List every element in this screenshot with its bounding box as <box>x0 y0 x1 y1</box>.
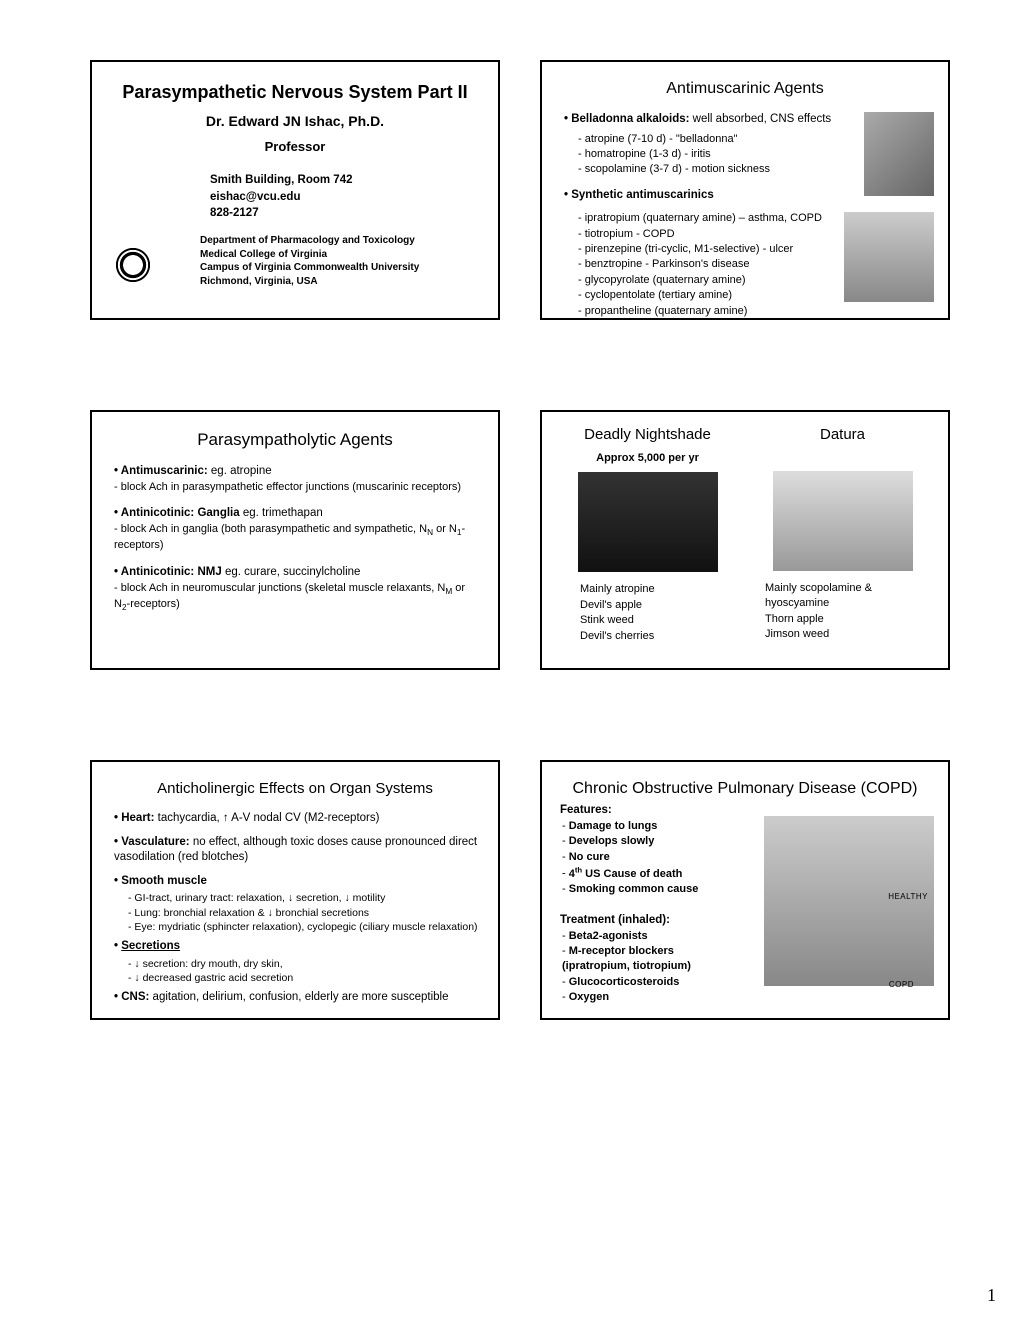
slide-title: Antimuscarinic Agents <box>560 80 930 98</box>
datura-image <box>773 471 913 571</box>
bullet-item: Antinicotinic: Ganglia eg. trimethapan -… <box>114 506 480 553</box>
bullet-item: Heart: tachycardia, ↑ A-V nodal CV (M2-r… <box>114 811 480 827</box>
sub-text: - block Ach in parasympathetic effector … <box>114 480 480 495</box>
contact-line: 828-2127 <box>210 205 480 222</box>
sub-item: GI-tract, urinary tract: relaxation, ↓ s… <box>128 891 480 906</box>
bullet-list: Antinicotinic: Ganglia eg. trimethapan -… <box>114 506 480 553</box>
bullet-list: Heart: tachycardia, ↑ A-V nodal CV (M2-r… <box>114 811 480 889</box>
treatment-item: - Oxygen <box>562 990 930 1005</box>
bullet-item: Smooth muscle <box>114 874 480 890</box>
eye-image <box>844 212 934 302</box>
stat-label: Approx 5,000 per yr <box>560 451 735 466</box>
sub-item: Lung: bronchial relaxation & ↓ bronchial… <box>128 906 480 921</box>
slide-title: Anticholinergic Effects on Organ Systems <box>110 780 480 797</box>
belladonna-portrait-image <box>864 112 934 196</box>
caption-block: Mainly atropine Devil's apple Stink weed… <box>580 582 735 644</box>
caption-line: Stink weed <box>580 613 735 628</box>
caption-line: Thorn apple <box>765 612 930 627</box>
bullet-item: Antinicotinic: NMJ eg. curare, succinylc… <box>114 565 480 613</box>
copd-label: COPD <box>889 980 914 989</box>
bullet-item: CNS: agitation, delirium, confusion, eld… <box>114 990 480 1006</box>
slide-anticholinergic-effects: Anticholinergic Effects on Organ Systems… <box>90 760 500 1020</box>
affiliation-line: Medical College of Virginia <box>200 248 480 262</box>
author: Dr. Edward JN Ishac, Ph.D. <box>110 113 480 129</box>
caption-line: Jimson weed <box>765 627 930 642</box>
affiliation-block: Department of Pharmacology and Toxicolog… <box>200 234 480 288</box>
page-number: 1 <box>987 1285 996 1306</box>
slide-title: Parasympathetic Nervous System Part II D… <box>90 60 500 320</box>
bullet-list: Secretions <box>114 939 480 955</box>
features-heading: Features: <box>560 804 930 816</box>
vcu-seal-icon <box>110 242 156 288</box>
sub-list: ↓ secretion: dry mouth, dry skin, ↓ decr… <box>128 957 480 986</box>
sub-text: - block Ach in neuromuscular junctions (… <box>114 581 480 614</box>
caption-line: Mainly scopolamine & hyoscyamine <box>765 581 930 612</box>
slide-plants: Deadly Nightshade Approx 5,000 per yr Ma… <box>540 410 950 670</box>
healthy-label: HEALTHY <box>888 892 928 901</box>
affiliation-line: Richmond, Virginia, USA <box>200 275 480 289</box>
slide-title: Chronic Obstructive Pulmonary Disease (C… <box>560 780 930 798</box>
caption-block: Mainly scopolamine & hyoscyamine Thorn a… <box>765 581 930 643</box>
affiliation-line: Department of Pharmacology and Toxicolog… <box>200 234 480 248</box>
slide-title: Parasympatholytic Agents <box>110 430 480 450</box>
sub-list: GI-tract, urinary tract: relaxation, ↓ s… <box>128 891 480 935</box>
sub-item: ↓ decreased gastric acid secretion <box>128 971 480 986</box>
main-title: Parasympathetic Nervous System Part II <box>110 82 480 103</box>
sub-item: propantheline (quaternary amine) <box>578 304 930 319</box>
bullet-list: CNS: agitation, delirium, confusion, eld… <box>114 990 480 1006</box>
caption-line: Devil's cherries <box>580 629 735 644</box>
caption-line: Devil's apple <box>580 598 735 613</box>
slide-antimuscarinic-agents: Antimuscarinic Agents Belladonna alkaloi… <box>540 60 950 320</box>
contact-line: Smith Building, Room 742 <box>210 172 480 189</box>
plant-title: Datura <box>755 426 930 443</box>
sub-item: Eye: mydriatic (sphincter relaxation), c… <box>128 920 480 935</box>
slide-parasympatholytic: Parasympatholytic Agents Antimuscarinic:… <box>90 410 500 670</box>
bullet-item: Secretions <box>114 939 480 955</box>
lung-diagram-image <box>764 816 934 986</box>
contact-line: eishac@vcu.edu <box>210 189 480 206</box>
right-column: Datura Mainly scopolamine & hyoscyamine … <box>755 426 930 644</box>
bullet-item: Vasculature: no effect, although toxic d… <box>114 835 480 866</box>
affiliation-line: Campus of Virginia Commonwealth Universi… <box>200 261 480 275</box>
sub-item: ↓ secretion: dry mouth, dry skin, <box>128 957 480 972</box>
plant-title: Deadly Nightshade <box>560 426 735 443</box>
bullet-item: Antimuscarinic: eg. atropine - block Ach… <box>114 464 480 494</box>
sub-text: - block Ach in ganglia (both parasympath… <box>114 522 480 553</box>
two-column-layout: Deadly Nightshade Approx 5,000 per yr Ma… <box>560 426 930 644</box>
slide-copd: Chronic Obstructive Pulmonary Disease (C… <box>540 760 950 1020</box>
contact-block: Smith Building, Room 742 eishac@vcu.edu … <box>210 172 480 222</box>
left-column: Deadly Nightshade Approx 5,000 per yr Ma… <box>560 426 735 644</box>
bullet-list: Antinicotinic: NMJ eg. curare, succinylc… <box>114 565 480 613</box>
bullet-list: Antimuscarinic: eg. atropine - block Ach… <box>114 464 480 494</box>
caption-line: Mainly atropine <box>580 582 735 597</box>
nightshade-image <box>578 472 718 572</box>
role: Professor <box>110 139 480 154</box>
